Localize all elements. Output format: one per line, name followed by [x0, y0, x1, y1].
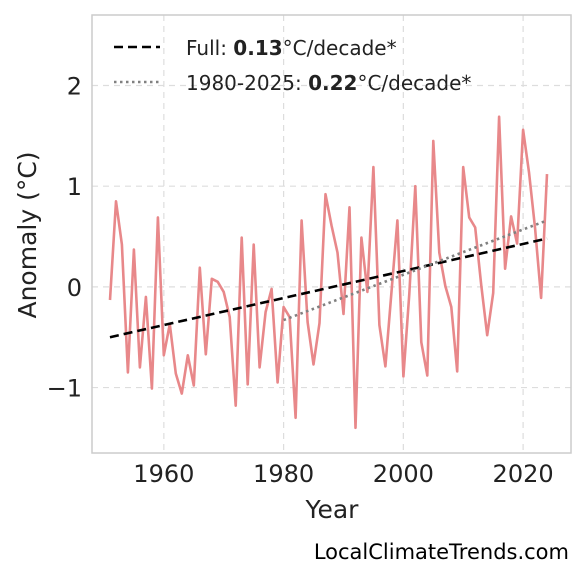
legend-suffix-recent: °C/decade* [357, 71, 471, 95]
recent-trend-line [283, 219, 548, 322]
legend-suffix-full: °C/decade* [283, 36, 397, 60]
x-axis-label: Year [305, 495, 360, 524]
plot-frame [91, 14, 572, 454]
legend-value-recent: 0.22 [308, 71, 357, 95]
site-credit: LocalClimateTrends.com [313, 540, 569, 564]
legend-prefix-recent: 1980-2025: [186, 71, 308, 95]
x-tick-label: 1980 [253, 460, 314, 488]
x-tick-label: 2020 [493, 460, 554, 488]
y-tick-label: 2 [67, 72, 82, 100]
anomaly-line [108, 115, 549, 430]
grid [92, 15, 571, 453]
y-tick-label: −1 [47, 375, 82, 403]
y-tick-label: 1 [67, 173, 82, 201]
tick-labels: 1960 1980 2000 2020 −1 0 1 2 [47, 72, 554, 488]
series-layer [108, 115, 549, 430]
legend-value-full: 0.13 [233, 36, 282, 60]
legend: Full: 0.13°C/decade* 1980-2025: 0.22°C/d… [114, 36, 471, 95]
full-trend-line [109, 237, 548, 339]
y-tick-label: 0 [67, 274, 82, 302]
legend-label-full: Full: 0.13°C/decade* [186, 36, 397, 60]
x-tick-label: 2000 [373, 460, 434, 488]
y-axis-label: Anomaly (°C) [13, 151, 42, 318]
x-tick-label: 1960 [133, 460, 194, 488]
legend-prefix-full: Full: [186, 36, 233, 60]
legend-label-recent: 1980-2025: 0.22°C/decade* [186, 71, 471, 95]
